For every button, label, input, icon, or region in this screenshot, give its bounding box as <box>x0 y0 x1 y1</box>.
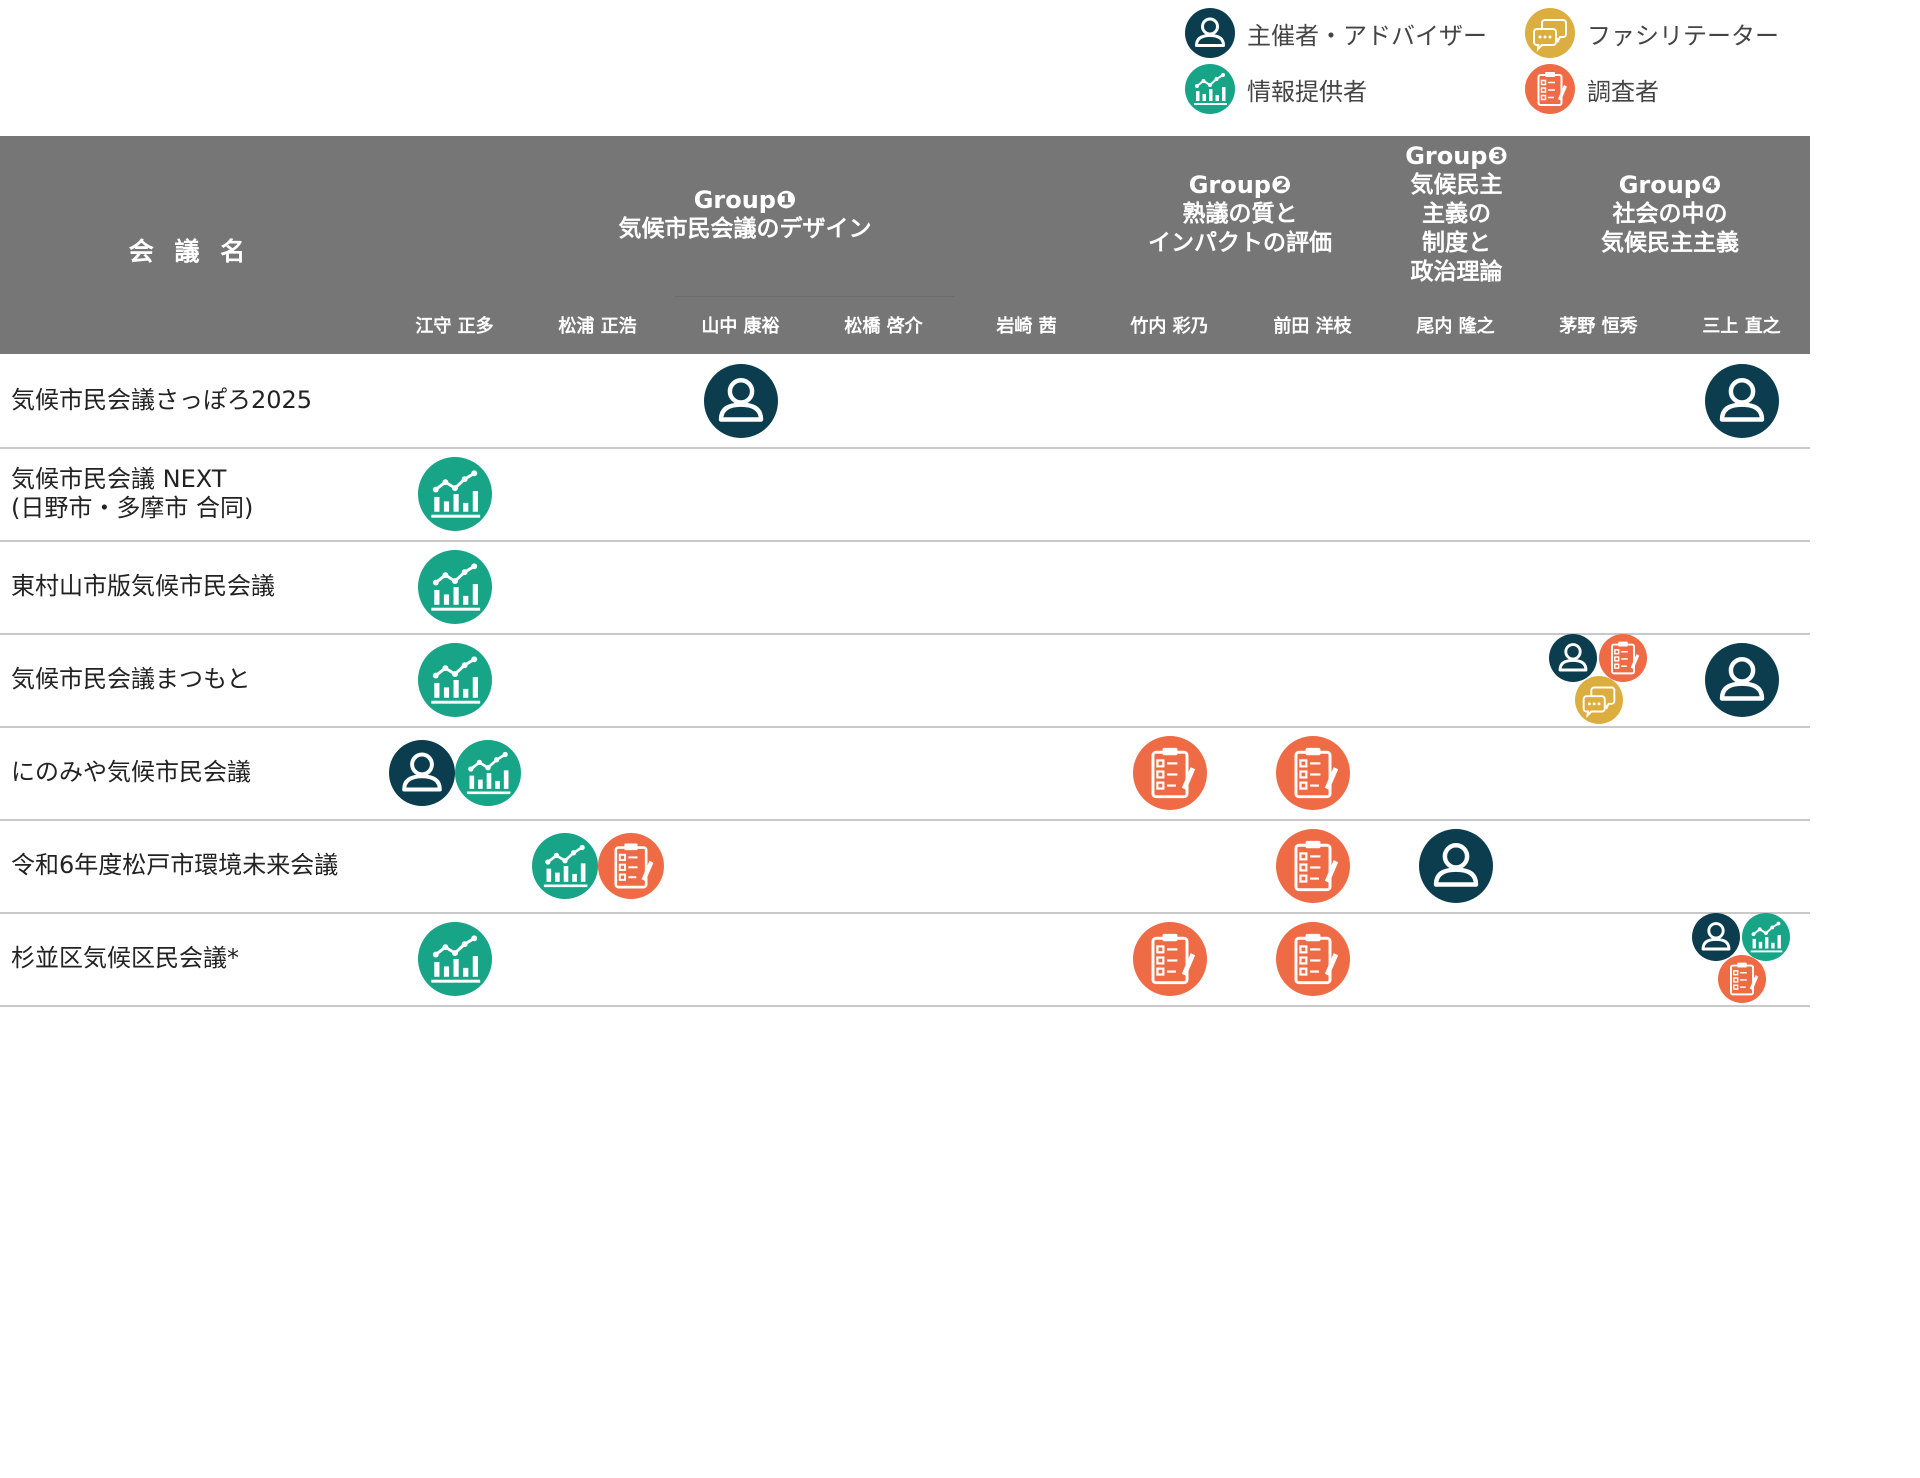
speech-bubble-icon <box>1574 675 1623 724</box>
clipboard-icon <box>1275 828 1350 903</box>
legend-investigator: 調査者 <box>1525 64 1659 114</box>
meeting-name-line: 杉並区気候区民会議* <box>11 944 239 972</box>
table-row: 東村山市版気候市民会議 <box>0 540 1810 635</box>
chart-icon <box>454 739 521 806</box>
group-3-title-line1: 気候民主 <box>1410 172 1503 198</box>
group-2-title-line2: インパクトの評価 <box>1148 230 1332 256</box>
group-4-label: Group❹ <box>1618 171 1722 199</box>
table-row: 気候市民会議まつもと <box>0 633 1810 728</box>
chart-icon <box>417 549 492 624</box>
chart-icon <box>1185 64 1235 114</box>
meeting-name-line: 東村山市版気候市民会議 <box>11 572 275 600</box>
group-1-title: 気候市民会議のデザイン <box>618 216 872 242</box>
person-icon <box>1704 642 1779 717</box>
chart-icon <box>417 456 492 531</box>
group-2-label: Group❷ <box>1188 171 1292 199</box>
legend-facilitator-label: ファシリテーター <box>1587 21 1779 50</box>
group-2-heading: Group❷ 熟議の質と インパクトの評価 <box>1100 171 1380 258</box>
legend-investigator-label: 調査者 <box>1587 77 1659 106</box>
group-1-heading: Group❶ 気候市民会議のデザイン <box>535 186 955 244</box>
group-3-title-line4: 政治理論 <box>1410 259 1503 285</box>
clipboard-icon <box>1275 921 1350 996</box>
legend-informant-label: 情報提供者 <box>1247 77 1367 106</box>
chart-icon <box>417 642 492 717</box>
clipboard-icon <box>1132 735 1207 810</box>
member-header: 江守 正多 <box>415 316 494 337</box>
person-icon <box>1691 912 1740 961</box>
group-3-heading: Group❸ 気候民主 主義の 制度と 政治理論 <box>1385 142 1528 287</box>
group-3-title-line2: 主義の <box>1422 201 1491 227</box>
table-row: 杉並区気候区民会議* <box>0 912 1810 1007</box>
meeting-name-line: にのみや気候市民会議 <box>11 758 251 786</box>
member-header: 松橋 啓介 <box>844 316 923 337</box>
legend-organizer: 主催者・アドバイザー <box>1185 8 1487 58</box>
table-row: にのみや気候市民会議 <box>0 726 1810 821</box>
meeting-name: 杉並区気候区民会議* <box>11 912 239 1005</box>
meeting-name: 令和6年度松戸市環境未来会議 <box>11 819 338 912</box>
meeting-name-line: 令和6年度松戸市環境未来会議 <box>11 851 339 879</box>
speech-bubble-icon <box>1525 8 1575 58</box>
person-icon <box>1704 363 1779 438</box>
header-meeting-name: 会 議 名 <box>128 237 252 266</box>
member-header: 尾内 隆之 <box>1416 316 1495 337</box>
group-1-label: Group❶ <box>693 186 797 214</box>
table-row: 気候市民会議さっぽろ2025 <box>0 354 1810 449</box>
person-icon <box>1185 8 1235 58</box>
clipboard-icon <box>1717 954 1766 1003</box>
meeting-name: 気候市民会議まつもと <box>11 633 251 726</box>
legend: 主催者・アドバイザー ファシリテーター 情報提供者 調査者 <box>1185 8 1805 120</box>
legend-facilitator: ファシリテーター <box>1525 8 1779 58</box>
member-header: 茅野 恒秀 <box>1559 316 1638 337</box>
member-header: 山中 康裕 <box>701 316 780 337</box>
table-row: 気候市民会議 NEXT (日野市・多摩市 合同) <box>0 447 1810 542</box>
clipboard-icon <box>1598 633 1647 682</box>
meeting-name-line: 気候市民会議さっぽろ2025 <box>11 386 313 414</box>
header-divider <box>675 296 955 297</box>
person-icon <box>1418 828 1493 903</box>
member-header: 三上 直之 <box>1702 316 1781 337</box>
person-icon <box>703 363 778 438</box>
table-row: 令和6年度松戸市環境未来会議 <box>0 819 1810 914</box>
meeting-name: 気候市民会議 NEXT (日野市・多摩市 合同) <box>11 447 253 540</box>
meeting-name: にのみや気候市民会議 <box>11 726 251 819</box>
clipboard-icon <box>1275 735 1350 810</box>
meeting-name-line: (日野市・多摩市 合同) <box>11 493 254 522</box>
clipboard-icon <box>597 832 664 899</box>
person-icon <box>1548 633 1597 682</box>
meeting-name: 東村山市版気候市民会議 <box>11 540 275 633</box>
group-4-title-line1: 社会の中の <box>1612 201 1728 227</box>
chart-icon <box>531 832 598 899</box>
legend-informant: 情報提供者 <box>1185 64 1367 114</box>
legend-organizer-label: 主催者・アドバイザー <box>1247 21 1487 50</box>
person-icon <box>388 739 455 806</box>
meeting-name-line: 気候市民会議まつもと <box>11 665 251 693</box>
group-3-label: Group❸ <box>1405 142 1508 170</box>
clipboard-icon <box>1132 921 1207 996</box>
chart-icon <box>417 921 492 996</box>
clipboard-icon <box>1525 64 1575 114</box>
member-header: 岩崎 茜 <box>996 316 1057 337</box>
group-4-title-line2: 気候民主主義 <box>1601 230 1739 256</box>
meeting-name: 気候市民会議さっぽろ2025 <box>11 354 312 447</box>
member-header: 前田 洋枝 <box>1273 316 1352 337</box>
member-header: 竹内 彩乃 <box>1130 316 1209 337</box>
member-header: 松浦 正浩 <box>558 316 637 337</box>
group-2-title-line1: 熟議の質と <box>1182 201 1298 227</box>
group-4-heading: Group❹ 社会の中の 気候民主主義 <box>1535 171 1805 258</box>
table-header: 会 議 名 Group❶ 気候市民会議のデザイン Group❷ 熟議の質と イン… <box>0 136 1810 354</box>
meeting-name-line: 気候市民会議 NEXT <box>11 464 227 493</box>
chart-icon <box>1741 912 1790 961</box>
group-3-title-line3: 制度と <box>1422 230 1491 256</box>
